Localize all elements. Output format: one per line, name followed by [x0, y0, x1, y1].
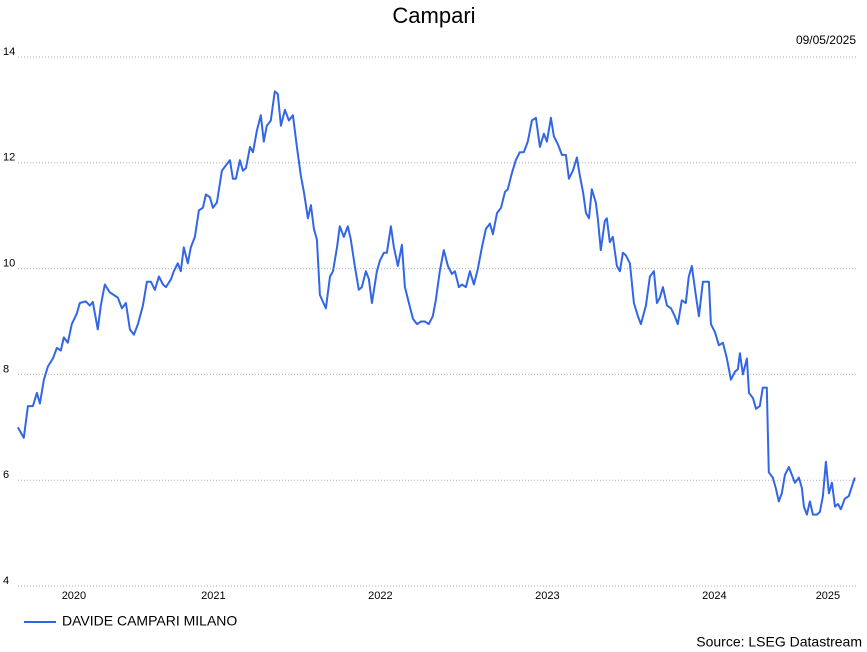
y-tick-label: 12	[3, 152, 15, 164]
y-tick-label: 10	[3, 258, 15, 270]
x-tick-label: 2024	[702, 590, 726, 602]
legend-label: DAVIDE CAMPARI MILANO	[62, 613, 237, 629]
y-tick-label: 6	[3, 469, 9, 481]
chart-date: 09/05/2025	[796, 33, 856, 47]
x-tick-label: 2022	[368, 590, 392, 602]
chart-title: Campari	[392, 3, 475, 28]
y-tick-label: 8	[3, 363, 9, 375]
line-series	[16, 90, 856, 516]
x-tick-label: 2023	[535, 590, 559, 602]
y-tick-label: 14	[3, 46, 15, 58]
x-tick-label: 2020	[62, 590, 86, 602]
x-tick-label: 2021	[201, 590, 225, 602]
y-tick-label: 4	[3, 575, 9, 587]
source-note: Source: LSEG Datastream	[696, 634, 862, 650]
x-tick-label: 2025	[816, 590, 840, 602]
